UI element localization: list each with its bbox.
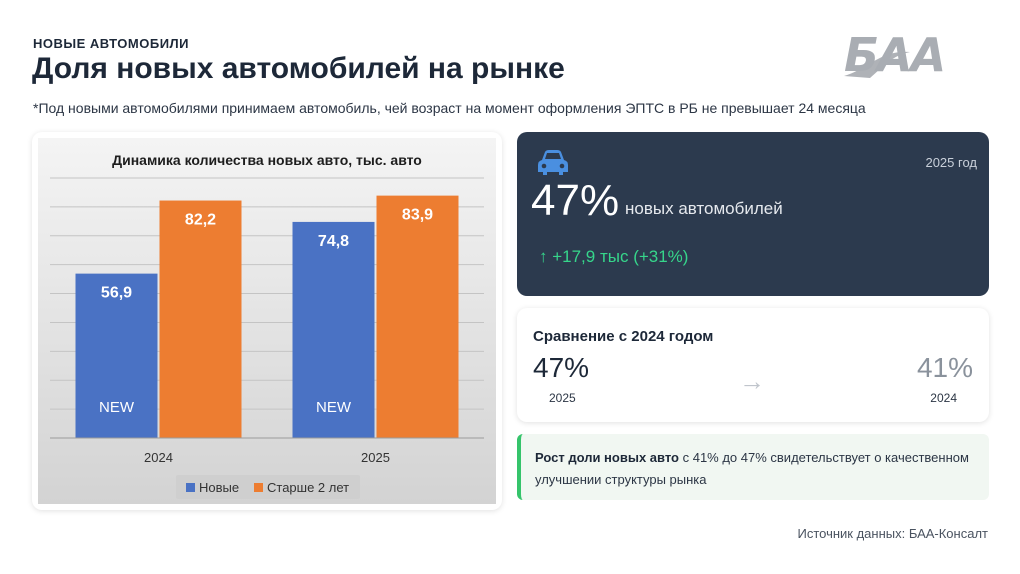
kpi-delta: ↑ +17,9 тыс (+31%) <box>539 247 689 266</box>
page-title: Доля новых автомобилей на рынке <box>32 52 565 85</box>
previous-value: 41% <box>916 352 973 383</box>
kpi-card: 2025 год 47% новых автомобилей ↑ +17,9 т… <box>517 132 989 296</box>
bar-older-2025 <box>376 195 459 438</box>
arrow-right-icon: → <box>739 366 765 396</box>
insight-bold: Рост доли новых авто <box>535 450 679 465</box>
bar-new-2024 <box>75 273 158 438</box>
chart-title: Динамика количества новых авто, тыс. авт… <box>112 152 422 168</box>
legend-label: Старше 2 лет <box>267 480 349 495</box>
chart-area: Динамика количества новых авто, тыс. авт… <box>38 138 496 504</box>
current-value: 47% <box>533 352 590 383</box>
legend-box <box>176 475 360 499</box>
bar-chart: Динамика количества новых авто, тыс. авт… <box>50 152 484 499</box>
comparison-title: Сравнение с 2024 годом <box>533 328 714 345</box>
new-bar-tag: NEW <box>316 399 352 416</box>
kpi-label: новых автомобилей <box>625 199 783 218</box>
car-icon <box>538 150 568 175</box>
kpi-value: 47% <box>531 176 620 225</box>
data-label: 74,8 <box>318 233 349 250</box>
insight-note: Рост доли новых авто с 41% до 47% свидет… <box>517 434 989 500</box>
current-year: 2025 <box>549 391 576 405</box>
previous-year: 2024 <box>930 391 957 405</box>
comparison-card: Сравнение с 2024 годом 47% 2025 → 41% 20… <box>517 308 989 422</box>
legend-swatch <box>254 483 263 492</box>
insight-text: с 41% до 47% свидетельствует о качествен… <box>535 450 969 487</box>
baa-logo: БАА <box>840 30 982 80</box>
footnote: *Под новыми автомобилями принимаем автом… <box>33 100 866 116</box>
kpi-year: 2025 год <box>925 155 977 170</box>
data-label: 83,9 <box>402 207 433 224</box>
bar-older-2024 <box>159 200 242 438</box>
source-note: Источник данных: БАА-Консалт <box>797 526 988 541</box>
legend-swatch <box>186 483 195 492</box>
data-label: 56,9 <box>101 285 132 302</box>
legend-label: Новые <box>199 480 239 495</box>
bar-new-2025 <box>292 221 375 438</box>
logo-text: БАА <box>844 28 946 82</box>
new-bar-tag: NEW <box>99 399 135 416</box>
data-label: 82,2 <box>185 212 216 229</box>
x-tick-label: 2024 <box>144 450 173 465</box>
section-label: НОВЫЕ АВТОМОБИЛИ <box>33 36 190 51</box>
chart-card: Динамика количества новых авто, тыс. авт… <box>32 132 502 510</box>
x-tick-label: 2025 <box>361 450 390 465</box>
road-swoosh-icon <box>844 51 910 78</box>
